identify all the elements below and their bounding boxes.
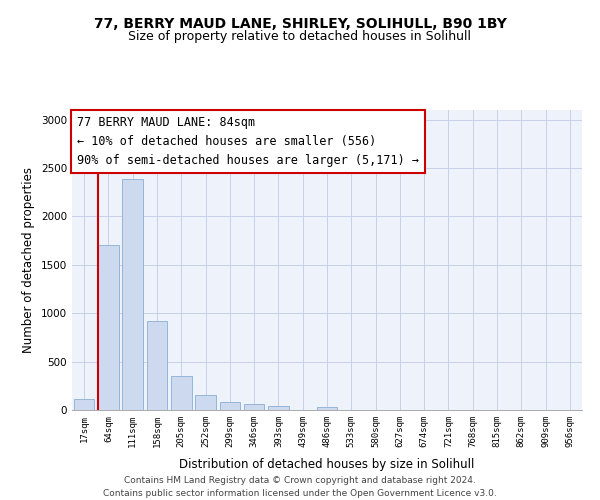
Bar [74, 399, 94, 410]
Bar [171, 376, 191, 410]
Text: 77 BERRY MAUD LANE: 84sqm
← 10% of detached houses are smaller (556)
90% of semi: 77 BERRY MAUD LANE: 84sqm ← 10% of detac… [77, 116, 419, 167]
Bar [122, 178, 143, 410]
Bar [98, 246, 119, 410]
Bar [244, 404, 265, 410]
Text: 77, BERRY MAUD LANE, SHIRLEY, SOLIHULL, B90 1BY: 77, BERRY MAUD LANE, SHIRLEY, SOLIHULL, … [94, 18, 506, 32]
X-axis label: Distribution of detached houses by size in Solihull: Distribution of detached houses by size … [179, 458, 475, 471]
Bar [195, 395, 216, 410]
Text: Size of property relative to detached houses in Solihull: Size of property relative to detached ho… [128, 30, 472, 43]
Bar [146, 321, 167, 410]
Text: Contains HM Land Registry data © Crown copyright and database right 2024.
Contai: Contains HM Land Registry data © Crown c… [103, 476, 497, 498]
Bar [268, 406, 289, 410]
Y-axis label: Number of detached properties: Number of detached properties [22, 167, 35, 353]
Bar [317, 406, 337, 410]
Bar [220, 402, 240, 410]
